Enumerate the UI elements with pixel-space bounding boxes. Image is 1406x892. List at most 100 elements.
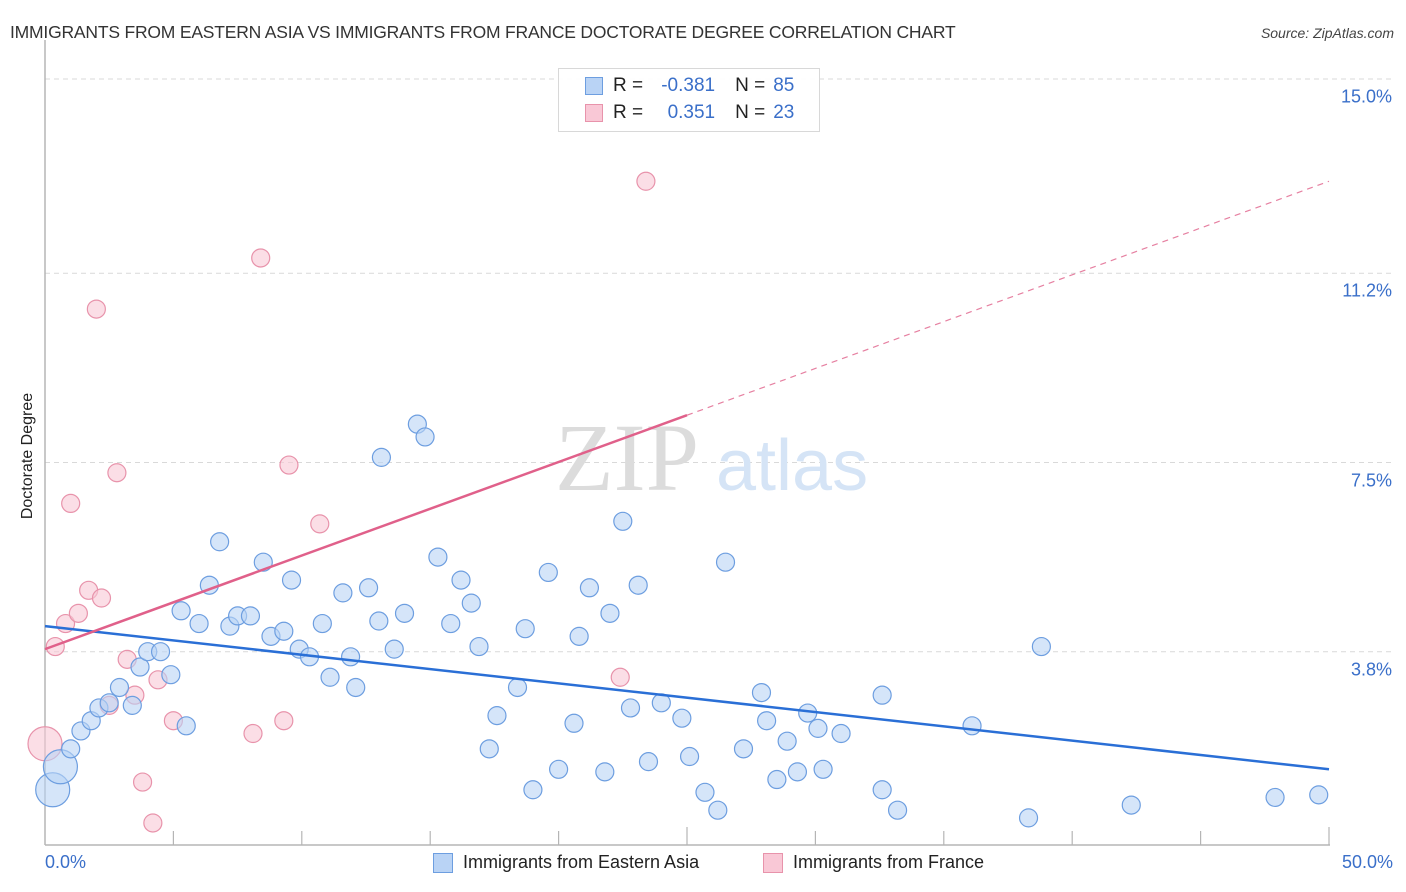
eastern-asia-point [595, 762, 615, 782]
eastern-asia-point [620, 698, 641, 718]
france-point [86, 299, 106, 319]
eastern-asia-point [708, 800, 728, 820]
eastern-asia-point [99, 693, 119, 713]
eastern-asia-point [679, 746, 700, 767]
eastern-asia-point [384, 639, 404, 659]
eastern-asia-point [171, 601, 191, 621]
france-point [274, 711, 294, 731]
eastern-asia-point [579, 578, 600, 598]
eastern-asia-point [831, 723, 851, 744]
watermark-atlas: atlas [716, 426, 868, 506]
eastern-asia-point [61, 739, 81, 759]
france-point [91, 588, 112, 608]
eastern-asia-point [507, 677, 528, 698]
r-label: R = [613, 75, 644, 96]
n-label: N = [735, 102, 766, 123]
eastern-asia-point [469, 636, 489, 657]
legend-row-eastern-asia: R = -0.381 N = 85 [585, 74, 794, 98]
eastern-asia-point [872, 685, 892, 705]
n-value: 85 [773, 75, 795, 96]
legend-item-eastern-asia[interactable]: Immigrants from Eastern Asia [433, 852, 699, 873]
eastern-asia-point [1121, 795, 1141, 815]
france-swatch [763, 852, 783, 873]
france-point [68, 603, 88, 623]
eastern-asia-point [358, 578, 379, 598]
eastern-asia-point [757, 711, 777, 731]
france-point [107, 463, 127, 483]
france-point [61, 493, 81, 514]
axes [44, 40, 1330, 846]
eastern-asia-point [479, 739, 499, 759]
france-point [279, 455, 299, 475]
eastern-asia-point [130, 657, 150, 677]
y-tick-label: 3.8% [1350, 659, 1392, 680]
france-trend-extension [686, 180, 1330, 416]
eastern-asia-point [569, 626, 589, 646]
eastern-asia-point [638, 752, 659, 772]
n-value: 23 [773, 102, 795, 123]
eastern-asia-point [733, 739, 754, 759]
eastern-asia-point [369, 611, 389, 631]
eastern-asia-point [548, 759, 569, 779]
france-trend-line [44, 414, 688, 651]
eastern-asia-point [672, 708, 692, 728]
eastern-asia-point [487, 706, 507, 726]
eastern-asia-point [451, 570, 471, 590]
series-legend: Immigrants from Eastern Asia Immigrants … [0, 852, 1406, 878]
source-credit: Source: ZipAtlas.com [1260, 25, 1394, 41]
eastern-asia-point [613, 511, 633, 531]
watermark-zip: ZIP [555, 404, 699, 511]
france-point [143, 813, 163, 833]
eastern-asia-point [1309, 785, 1329, 805]
eastern-asia-point [1018, 808, 1039, 828]
eastern-asia-point [461, 593, 481, 613]
n-label: N = [735, 75, 766, 96]
eastern-asia-point [787, 762, 808, 782]
legend-row-france: R = 0.351 N = 23 [585, 101, 794, 125]
eastern-asia-point [320, 667, 340, 687]
eastern-asia-point [441, 613, 461, 634]
eastern-asia-point [695, 782, 715, 802]
eastern-asia-point [872, 780, 892, 800]
eastern-asia-point [813, 759, 833, 779]
eastern-asia-point [161, 665, 181, 685]
eastern-asia-point [240, 606, 261, 626]
eastern-asia-point [962, 716, 982, 736]
eastern-asia-point [628, 575, 648, 595]
eastern-asia-point [281, 570, 302, 590]
correlation-legend: R = -0.381 N = 85 R = 0.351 N = 23 [558, 68, 820, 132]
france-point [636, 171, 656, 191]
eastern-asia-point [751, 682, 772, 703]
r-value: 0.351 [667, 102, 716, 123]
legend-item-france[interactable]: Immigrants from France [763, 852, 984, 873]
eastern-asia-point [428, 547, 448, 567]
france-swatch [585, 104, 603, 122]
eastern-asia-point [1265, 787, 1285, 808]
eastern-asia-point [333, 583, 353, 603]
legend-label: Immigrants from Eastern Asia [463, 852, 700, 872]
eastern-asia-point [394, 603, 415, 623]
eastern-asia-point [515, 619, 535, 639]
eastern-asia-point [189, 613, 209, 634]
r-label: R = [613, 102, 644, 123]
chart-title: IMMIGRANTS FROM EASTERN ASIA VS IMMIGRAN… [10, 22, 956, 42]
eastern-asia-point [887, 800, 908, 820]
x-tick-label-min: 0.0% [45, 852, 87, 872]
eastern-asia-point [538, 562, 558, 583]
y-axis-label: Doctorate Degree [19, 392, 36, 520]
eastern-asia-point [715, 552, 736, 572]
france-point [310, 514, 330, 534]
eastern-asia-point [340, 647, 361, 667]
france-point [243, 723, 263, 744]
eastern-asia-point [109, 677, 130, 698]
r-value: -0.381 [661, 75, 716, 96]
eastern-asia-point [122, 695, 142, 715]
eastern-asia-point [600, 603, 620, 623]
france-point [251, 248, 271, 268]
eastern-asia-point [346, 677, 366, 698]
trend-lines [44, 180, 1330, 771]
eastern-asia-point [523, 780, 543, 800]
eastern-asia-point [274, 621, 294, 641]
eastern-asia-trend-line [44, 624, 1330, 771]
